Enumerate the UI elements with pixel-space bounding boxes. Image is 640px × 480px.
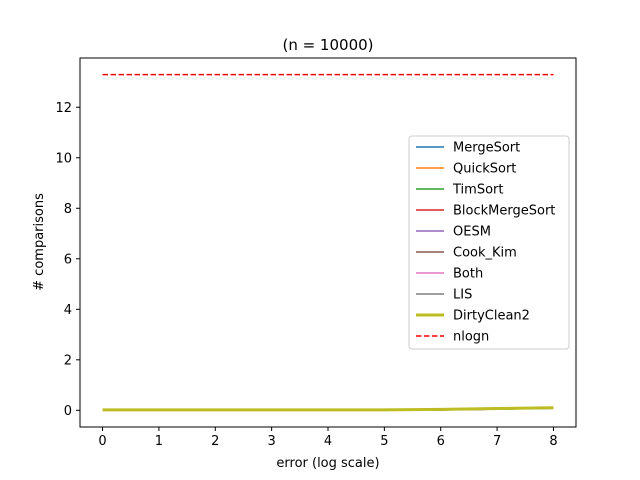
y-axis: 0 2 4 6 8 10 12 xyxy=(55,101,80,419)
x-tick-label: 4 xyxy=(324,434,332,449)
legend-label: BlockMergeSort xyxy=(453,204,555,219)
y-axis-label: # comparisons xyxy=(32,193,47,291)
x-tick-label: 2 xyxy=(211,434,219,449)
legend-label: DirtyClean2 xyxy=(453,309,530,324)
chart-title: (n = 10000) xyxy=(282,36,373,54)
series-line-dirtyclean2 xyxy=(102,406,554,412)
x-tick-label: 3 xyxy=(267,434,275,449)
series-lines xyxy=(102,73,554,412)
legend-label: OESM xyxy=(453,225,491,240)
y-tick-label: 2 xyxy=(64,353,72,368)
legend-label: nlogn xyxy=(453,330,489,345)
x-tick-label: 6 xyxy=(437,434,445,449)
legend-label: LIS xyxy=(453,288,472,303)
plot-area xyxy=(79,57,577,428)
legend-label: Both xyxy=(453,267,483,282)
y-tick-label: 8 xyxy=(64,202,72,217)
x-axis: 0 1 2 3 4 5 6 7 8 xyxy=(98,427,558,449)
legend: MergeSort QuickSort TimSort BlockMergeSort O… xyxy=(408,135,570,350)
x-tick-label: 8 xyxy=(549,434,557,449)
legend-box xyxy=(408,135,570,350)
y-tick-label: 0 xyxy=(64,404,72,419)
x-tick-label: 0 xyxy=(98,434,106,449)
x-tick-label: 1 xyxy=(155,434,163,449)
y-tick-label: 12 xyxy=(55,101,72,116)
y-tick-label: 10 xyxy=(55,151,72,166)
x-tick-label: 5 xyxy=(380,434,388,449)
legend-label: MergeSort xyxy=(453,141,520,156)
legend-label: Cook_Kim xyxy=(453,246,517,261)
y-tick-label: 6 xyxy=(64,252,72,267)
y-tick-label: 4 xyxy=(64,303,72,318)
legend-label: TimSort xyxy=(452,183,503,198)
x-axis-label: error (log scale) xyxy=(276,456,379,471)
x-tick-label: 7 xyxy=(493,434,501,449)
legend-label: QuickSort xyxy=(453,162,516,177)
